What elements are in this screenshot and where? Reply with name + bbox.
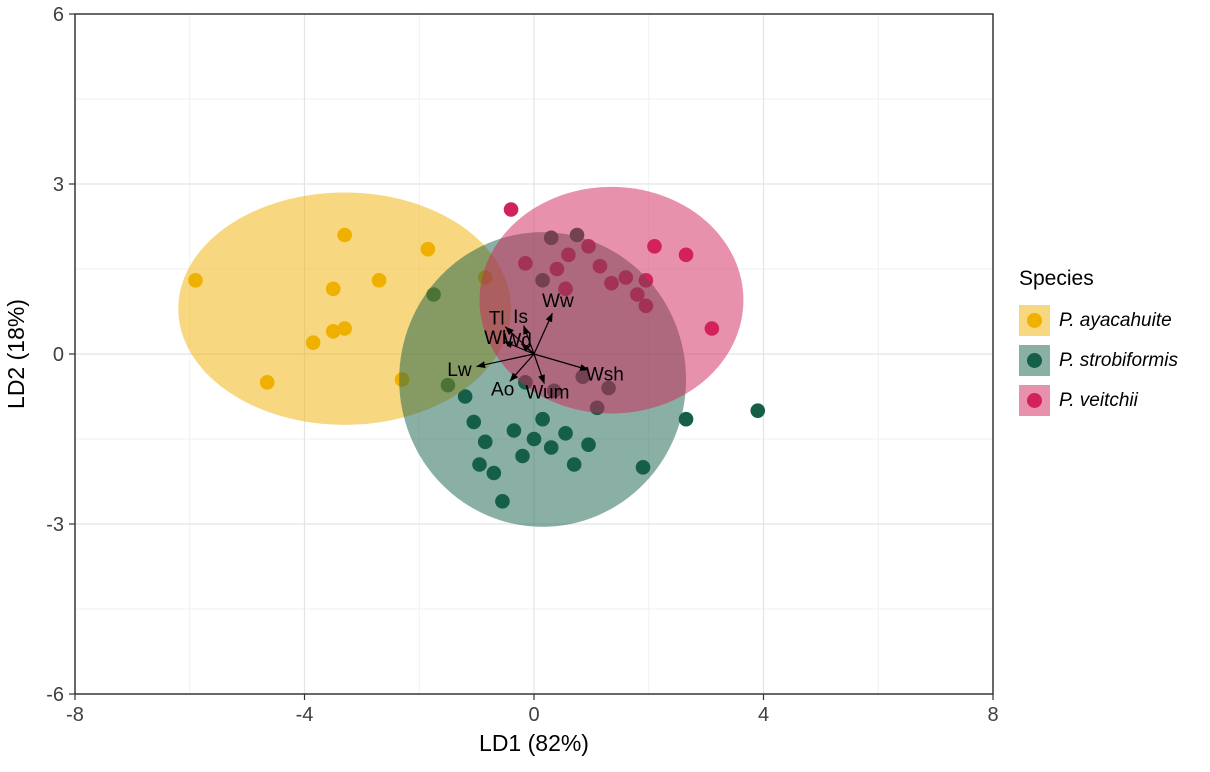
trait-arrow	[509, 353, 535, 382]
trait-arrow-label: Lw	[447, 360, 472, 381]
legend: Species P. ayacahuite P. strobiformis P.…	[1005, 0, 1210, 732]
trait-arrow-label: Tl	[489, 309, 505, 330]
trait-arrow	[476, 353, 535, 369]
trait-arrow	[503, 340, 535, 355]
x-tick-label: 4	[758, 704, 769, 726]
legend-key-swatch	[1019, 305, 1050, 336]
legend-item-label: P. ayacahuite	[1059, 309, 1172, 331]
legend-title: Species	[1019, 267, 1094, 290]
y-tick-label: 0	[53, 344, 64, 366]
x-tick-label: -4	[296, 704, 314, 726]
x-axis-title: LD1 (82%)	[479, 730, 589, 756]
legend-point-icon	[1027, 393, 1042, 408]
legend-point-icon	[1027, 313, 1042, 328]
trait-arrow-label: Wl	[484, 328, 506, 349]
y-tick-label: -3	[46, 514, 64, 536]
legend-item-strobiformis: P. strobiformis	[1019, 345, 1178, 376]
trait-arrow-label: Wd	[503, 331, 532, 352]
y-tick-label: -6	[46, 684, 64, 706]
trait-arrow-label: Wsh	[586, 365, 624, 386]
trait-arrow-label: Ww	[542, 291, 574, 312]
legend-item-veitchii: P. veitchii	[1019, 385, 1138, 416]
x-tick-label: 8	[987, 704, 998, 726]
data-point	[678, 411, 694, 427]
x-tick-label: 0	[528, 704, 539, 726]
scatter-plot: -8 -4 0 4 8 -6 -3 0 3 6 LD1 (82%) LD2 (18%) Ww Tl Is Wl…	[3, 4, 999, 756]
y-axis-title: LD2 (18%)	[3, 299, 29, 409]
plot-panel: -8 -4 0 4 8 -6 -3 0 3 6 LD1 (82%) LD2 (18%) Ww Tl Is Wl…	[3, 4, 999, 756]
y-tick-label: 3	[53, 174, 64, 196]
legend-item-label: P. strobiformis	[1059, 349, 1178, 371]
trait-arrow-label: Ao	[491, 379, 514, 400]
trait-arrow	[533, 353, 545, 384]
trait-arrow	[520, 343, 535, 355]
trait-arrow	[533, 353, 589, 371]
y-tick-label: 6	[53, 4, 64, 26]
trait-arrow	[523, 325, 535, 355]
legend-point-icon	[1027, 353, 1042, 368]
data-point	[750, 403, 766, 418]
trait-arrow-label: Is	[513, 307, 528, 328]
legend-key-swatch	[1019, 385, 1050, 416]
trait-arrow	[533, 312, 553, 355]
legend-item-label: P. veitchii	[1059, 389, 1138, 411]
legend-item-ayacahuite: P. ayacahuite	[1019, 305, 1172, 336]
data-point	[503, 202, 519, 217]
trait-arrow-label: Wum	[525, 382, 569, 403]
legend-key-swatch	[1019, 345, 1050, 376]
x-tick-label: -8	[66, 704, 84, 726]
